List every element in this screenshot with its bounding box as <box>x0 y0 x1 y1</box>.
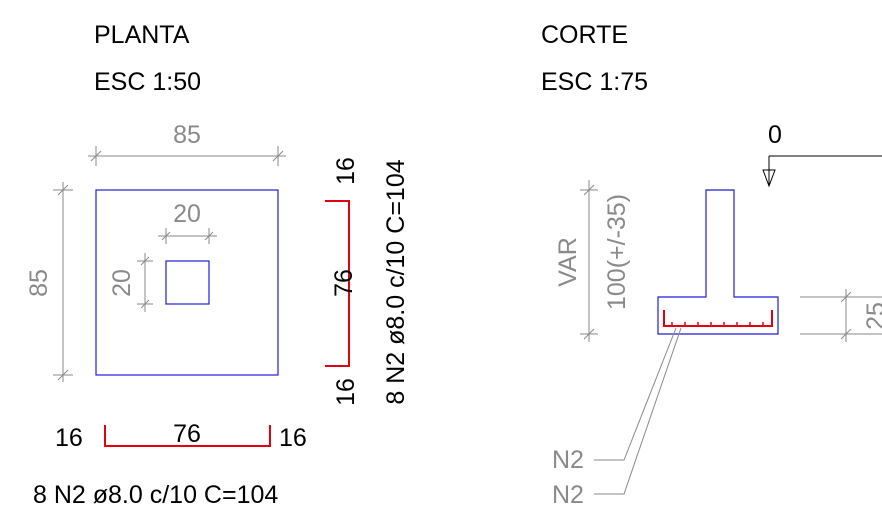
section-rebar <box>663 310 773 327</box>
column-width-label: 20 <box>173 200 201 228</box>
callout-n2-first: N2 <box>552 446 584 474</box>
rebar-right-length: 76 <box>330 269 358 297</box>
level-marker: 0 <box>762 121 882 188</box>
rebar-label-right: 8 N2 ø8.0 c/10 C=104 <box>382 159 410 404</box>
footing-height-dimension: 25 <box>800 289 882 342</box>
level-label: 0 <box>768 121 782 149</box>
rebar-right-top-hook: 16 <box>332 157 360 185</box>
corte-title: CORTE <box>541 21 628 49</box>
planta-scale: ESC 1:50 <box>94 68 201 96</box>
corte-view: CORTE ESC 1:75 0 VAR 100(+/-35) <box>541 21 882 509</box>
rebar-bottom-right-hook: 16 <box>279 424 307 452</box>
depth-label: 100(+/-35) <box>603 194 631 310</box>
column-height-label: 20 <box>108 269 136 297</box>
callout-n2-second: N2 <box>552 481 584 509</box>
rebar-shape-right: 16 76 16 <box>325 157 360 406</box>
column-width-dimension: 20 <box>158 200 217 244</box>
rebar-bottom-length: 76 <box>173 420 201 448</box>
corte-scale: ESC 1:75 <box>541 68 648 96</box>
planta-title: PLANTA <box>94 21 190 49</box>
rebar-label-bottom: 8 N2 ø8.0 c/10 C=104 <box>33 481 278 509</box>
column-outline <box>165 260 210 305</box>
footing-outline <box>95 189 279 376</box>
callout-leaders: N2 N2 <box>552 327 682 509</box>
planta-width-label: 85 <box>173 121 201 149</box>
var-label: VAR <box>554 237 582 287</box>
rebar-right-bottom-hook: 16 <box>332 378 360 406</box>
section-outline <box>657 189 779 335</box>
column-height-dimension: 20 <box>108 253 153 312</box>
planta-view: PLANTA ESC 1:50 85 85 <box>25 21 410 509</box>
footing-height-label: 25 <box>862 302 882 330</box>
planta-width-dimension: 85 <box>88 121 286 166</box>
depth-dimension: VAR 100(+/-35) <box>554 180 631 342</box>
planta-height-dimension: 85 <box>25 182 73 382</box>
rebar-shape-bottom: 16 76 16 <box>55 420 307 452</box>
rebar-bottom-left-hook: 16 <box>55 424 83 452</box>
planta-height-label: 85 <box>25 269 53 297</box>
